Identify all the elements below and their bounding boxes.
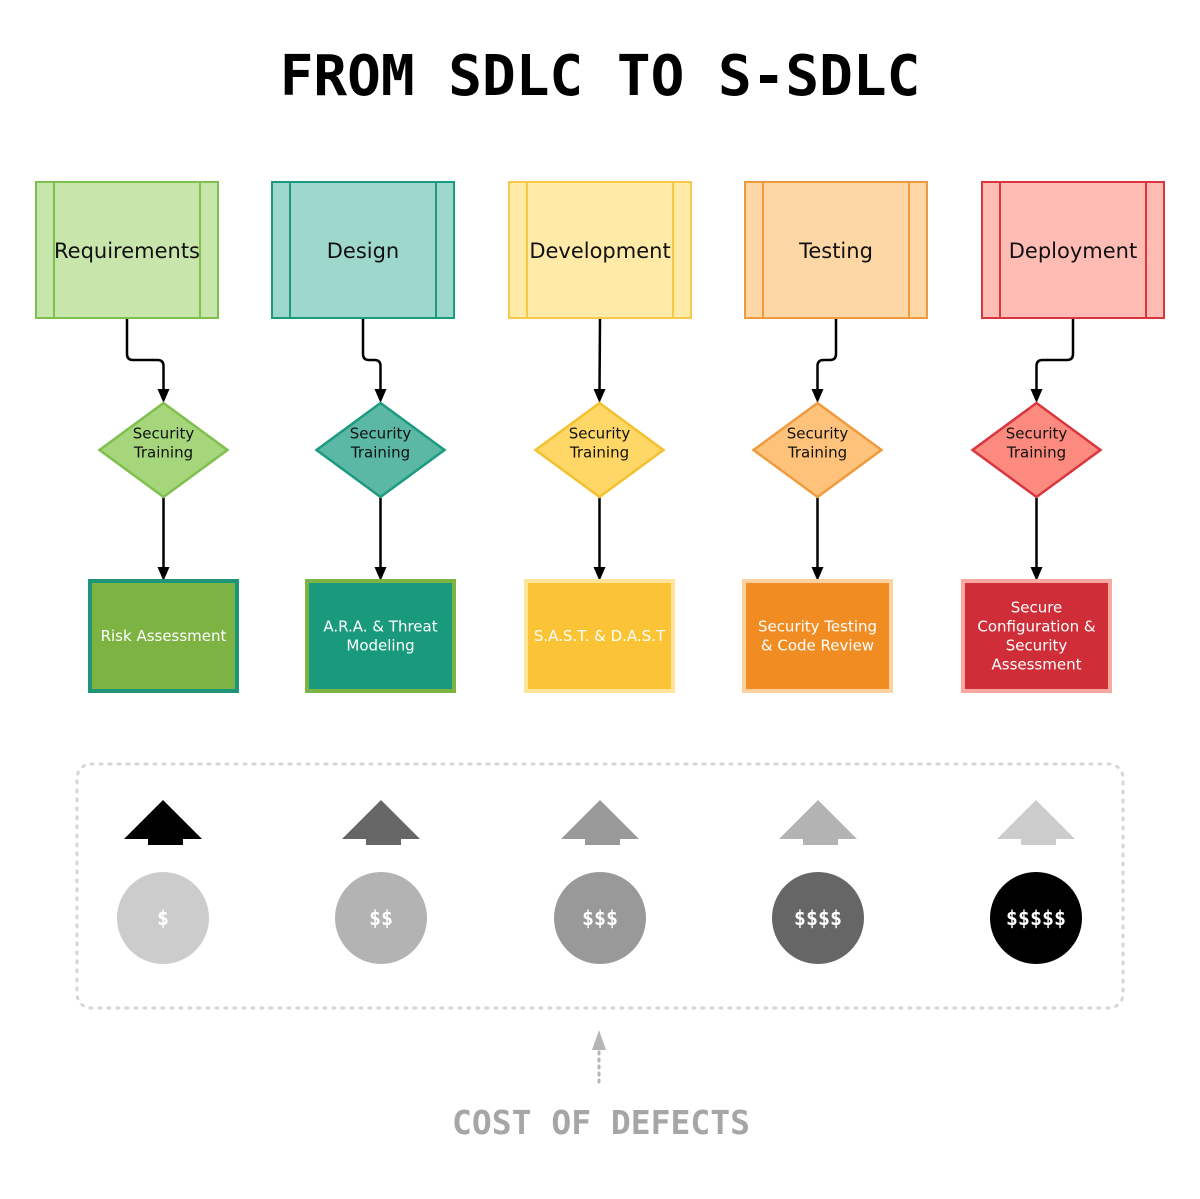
cost-pointer-arrow-icon xyxy=(592,1030,606,1050)
security-activity-label-line: Security xyxy=(1006,637,1068,655)
cost-indicator: $$ xyxy=(335,800,427,964)
security-activity-label: Security Testing & Code Review xyxy=(758,618,877,655)
cost-label: $$$$ xyxy=(794,906,842,930)
security-activity-label-line: Assessment xyxy=(992,656,1082,674)
connector-header-to-training xyxy=(361,318,382,393)
security-activity-label-line: S.A.S.T. & D.A.S.T xyxy=(534,627,666,645)
cost-circle xyxy=(772,872,864,964)
phase-header-box xyxy=(744,181,928,319)
phase-name: Testing xyxy=(798,239,873,263)
arrowhead-icon xyxy=(593,567,606,581)
security-training-diamond xyxy=(751,401,884,499)
phase-development: Development Security Training S.A.S.T. & D.… xyxy=(508,181,692,693)
arrowhead-icon xyxy=(374,567,387,581)
arrowhead-icon xyxy=(593,389,606,403)
security-activity-box xyxy=(305,579,456,693)
arrowhead-icon xyxy=(811,567,824,581)
security-activity-label-line: Risk Assessment xyxy=(101,627,227,645)
up-arrow-icon xyxy=(124,800,202,845)
phase-header-box xyxy=(35,181,219,319)
security-activity-label-line: Security Testing xyxy=(758,618,877,636)
cost-indicator: $$$ xyxy=(554,800,646,964)
security-training-label: Security Training xyxy=(1006,425,1068,462)
security-training-label: Security Training xyxy=(787,425,849,462)
arrowhead-icon xyxy=(157,567,170,581)
security-activity-label: S.A.S.T. & D.A.S.T xyxy=(534,627,666,645)
security-activity-box xyxy=(524,579,675,693)
security-activity-label-line: & Code Review xyxy=(761,637,874,655)
cost-circle xyxy=(117,872,209,964)
phase-name: Development xyxy=(529,239,670,263)
security-training-label-line: Security xyxy=(133,425,195,443)
cost-circle xyxy=(335,872,427,964)
security-activity-box xyxy=(742,579,893,693)
security-activity-label-line: Modeling xyxy=(346,637,414,655)
security-training-label: Security Training xyxy=(350,425,412,462)
arrowhead-icon xyxy=(1030,389,1043,403)
security-activity-label-line: Configuration & xyxy=(977,618,1095,636)
cost-circle xyxy=(554,872,646,964)
security-training-label-line: Training xyxy=(133,444,193,462)
security-activity-label: A.R.A. & Threat Modeling xyxy=(323,618,437,655)
phase-name: Requirements xyxy=(54,239,200,263)
cost-indicator: $ xyxy=(117,800,209,964)
phase-design: Design Security Training A.R.A. & Threat Mod… xyxy=(271,181,456,693)
up-arrow-icon xyxy=(779,800,857,845)
connector-header-to-training xyxy=(125,318,165,393)
phase-name: Design xyxy=(327,239,400,263)
security-activity-label: Risk Assessment xyxy=(101,627,227,645)
cost-of-defects-label: COST OF DEFECTS xyxy=(452,1103,750,1142)
diagram-title: FROM SDLC TO S-SDLC xyxy=(280,44,921,109)
security-training-label-line: Security xyxy=(1006,425,1068,443)
security-training-diamond xyxy=(97,401,230,499)
connector-header-to-training xyxy=(598,317,602,394)
security-training-diamond xyxy=(314,401,447,499)
phase-header-box xyxy=(508,181,692,319)
connector-header-to-training xyxy=(1035,318,1075,393)
phase-header-box xyxy=(981,181,1165,319)
security-training-label: Security Training xyxy=(569,425,631,462)
phase-header-box xyxy=(271,181,455,319)
connector-header-to-training xyxy=(816,318,838,393)
security-training-label-line: Training xyxy=(350,444,410,462)
security-training-label-line: Security xyxy=(787,425,849,443)
arrowhead-icon xyxy=(811,389,824,403)
security-training-label-line: Security xyxy=(350,425,412,443)
cost-label: $$$$$ xyxy=(1006,906,1066,930)
security-training-diamond xyxy=(970,401,1103,499)
security-training-label: Security Training xyxy=(133,425,195,462)
security-activity-label-line: A.R.A. & Threat xyxy=(323,618,437,636)
security-activity-label: Secure Configuration & Security Assessment xyxy=(977,599,1095,674)
phase-testing: Testing Security Training Security Testing &… xyxy=(742,181,928,693)
cost-indicator: $$$$ xyxy=(772,800,864,964)
cost-indicators: $ $$ $$$ $$$$ $$$$$ xyxy=(117,800,1082,964)
phase-name: Deployment xyxy=(1009,239,1137,263)
cost-label: $$ xyxy=(369,906,393,930)
cost-label: $$$ xyxy=(582,906,618,930)
arrowhead-icon xyxy=(374,389,387,403)
cost-circle xyxy=(990,872,1082,964)
up-arrow-icon xyxy=(997,800,1075,845)
security-training-label-line: Training xyxy=(1006,444,1066,462)
security-activity-box xyxy=(88,579,239,693)
security-training-diamond xyxy=(533,401,666,499)
security-training-label-line: Security xyxy=(569,425,631,443)
cost-indicator: $$$$$ xyxy=(990,800,1082,964)
security-activity-label-line: Secure xyxy=(1011,599,1063,617)
cost-label: $ xyxy=(157,906,169,930)
up-arrow-icon xyxy=(342,800,420,845)
up-arrow-icon xyxy=(561,800,639,845)
phase-requirements: Requirements Security Training Risk Assessm… xyxy=(35,181,239,693)
security-activity-box xyxy=(961,579,1112,693)
arrowhead-icon xyxy=(157,389,170,403)
security-training-label-line: Training xyxy=(569,444,629,462)
security-training-label-line: Training xyxy=(787,444,847,462)
arrowhead-icon xyxy=(1030,567,1043,581)
